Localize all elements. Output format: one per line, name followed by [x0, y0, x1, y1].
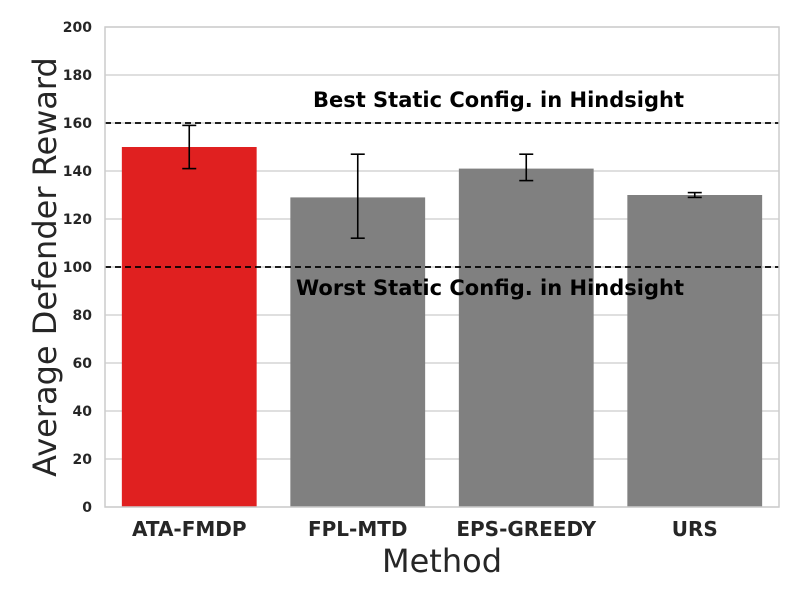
y-tick-labels: 0 20 40 60 80 100 120 140 160 180 200 [63, 20, 92, 516]
y-tick-label: 60 [73, 356, 93, 372]
bar [627, 195, 763, 507]
x-tick-label: EPS-GREEDY [456, 517, 596, 541]
y-tick-label: 160 [63, 116, 92, 132]
y-tick-label: 180 [63, 68, 92, 84]
y-tick-label: 20 [73, 452, 93, 468]
plot-frame [104, 26, 780, 508]
x-tick-label: URS [672, 517, 718, 541]
reference-line-label: Best Static Config. in Hindsight [313, 88, 684, 112]
error-bars-layer [182, 124, 702, 239]
y-tick-label: 80 [73, 308, 93, 324]
y-tick-label: 40 [73, 404, 93, 420]
bar [458, 168, 594, 507]
x-tick-label: ATA-FMDP [132, 517, 247, 541]
reference-line-label: Worst Static Config. in Hindsight [296, 276, 684, 300]
y-tick-label: 200 [63, 20, 92, 36]
y-tick-label: 100 [63, 260, 92, 276]
bar [121, 147, 257, 507]
x-tick-label: FPL-MTD [308, 517, 408, 541]
y-tick-label: 140 [63, 164, 92, 180]
reference-lines-layer: Best Static Config. in Hindsight Worst St… [105, 88, 779, 300]
x-axis-title: Method [382, 542, 502, 580]
bar [290, 197, 426, 507]
x-tick-labels: ATA-FMDP FPL-MTD EPS-GREEDY URS [132, 517, 718, 541]
bars-layer [121, 147, 763, 507]
y-axis-title: Average Defender Reward [26, 57, 64, 477]
y-tick-label: 0 [82, 500, 92, 516]
y-tick-label: 120 [63, 212, 92, 228]
